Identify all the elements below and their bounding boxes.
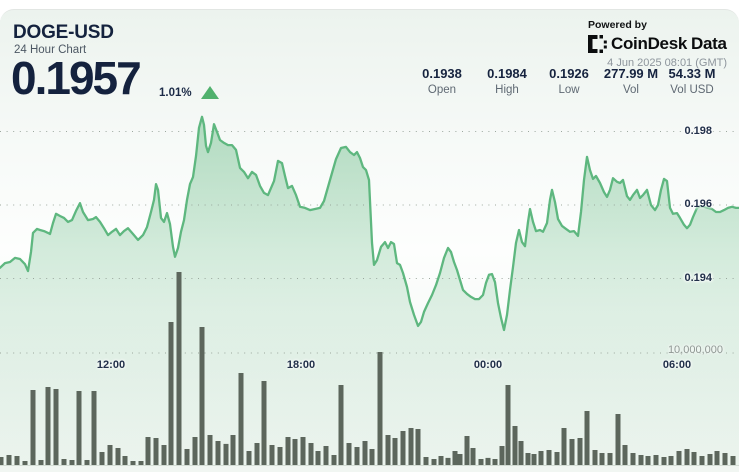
symbol-title: DOGE-USD [13, 22, 114, 43]
volume-axis-label: 10,000,000 [667, 344, 723, 356]
powered-by-label: Powered by [588, 19, 647, 31]
branding-block: Powered by CoinDesk Data 4 Jun 2025 08:0… [588, 19, 727, 69]
y-axis-label: 0.196 [684, 198, 712, 210]
stat-vol-label: Vol [622, 84, 639, 96]
x-axis-tick-label: 06:00 [662, 359, 692, 371]
x-axis-tick-label: 12:00 [96, 359, 126, 371]
stat-open-label: Open [427, 84, 457, 96]
stat-high: 0.1984 High [487, 66, 527, 96]
chart-subtitle: 24 Hour Chart [14, 44, 87, 56]
stat-open-value: 0.1938 [422, 66, 462, 81]
y-axis-label: 0.194 [684, 271, 712, 284]
coindesk-logo-icon [588, 34, 607, 53]
y-axis-label: 0.198 [684, 124, 712, 137]
stat-vol-usd-value: 54.33 M [668, 66, 716, 81]
stat-vol-usd-label: Vol USD [670, 84, 714, 96]
stat-high-label: High [495, 84, 519, 96]
stat-high-value: 0.1984 [487, 66, 527, 81]
brand-name: CoinDesk [611, 34, 688, 53]
stat-vol: 277.99 M Vol [604, 66, 658, 96]
x-axis-tick-label: 00:00 [473, 359, 503, 371]
last-price: 0.1957 [11, 52, 142, 104]
stat-vol-usd: 54.33 M Vol USD [669, 66, 716, 96]
stat-vol-value: 277.99 M [603, 66, 659, 81]
stat-open: 0.1938 Open [422, 66, 462, 96]
change-percent: 1.01% [159, 86, 192, 99]
x-axis-tick-label: 18:00 [286, 359, 316, 371]
stat-low: 0.1926 Low [549, 66, 589, 96]
brand-suffix: Data [691, 34, 727, 53]
coindesk-logo[interactable]: CoinDesk Data [588, 34, 727, 54]
price-change: 1.01% [159, 86, 219, 99]
stat-low-value: 0.1926 [549, 66, 589, 81]
up-triangle-icon [200, 86, 219, 99]
timestamp: 4 Jun 2025 08:01 (GMT) [607, 57, 727, 69]
stat-low-label: Low [558, 84, 580, 96]
